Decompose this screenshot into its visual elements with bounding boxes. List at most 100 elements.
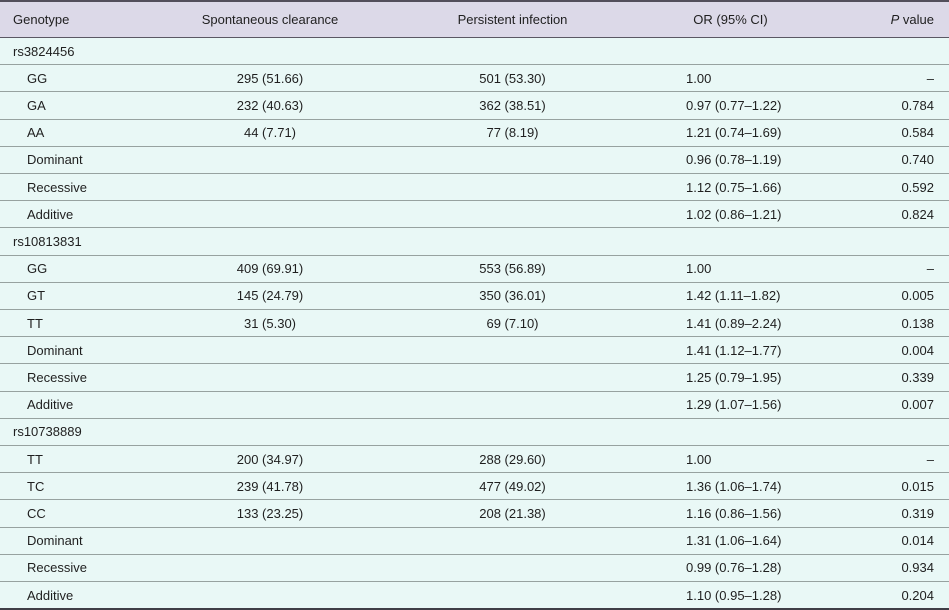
- cell-persistent-infection: 477 (49.02): [400, 472, 625, 500]
- snp-label: rs3824456: [0, 36, 949, 65]
- cell-genotype: TT: [0, 445, 140, 473]
- cell-genotype: GA: [0, 91, 140, 120]
- cell-or-ci: 1.00: [625, 64, 860, 92]
- table-body: rs3824456 GG 295 (51.66) 501 (53.30) 1.0…: [0, 36, 949, 609]
- cell-persistent-infection: [400, 581, 625, 609]
- cell-genotype: Recessive: [0, 363, 140, 392]
- cell-spontaneous-clearance: [140, 390, 400, 419]
- cell-spontaneous-clearance: 295 (51.66): [140, 64, 400, 92]
- cell-p-value: –: [860, 254, 949, 283]
- table-row: GA 232 (40.63) 362 (38.51) 0.97 (0.77–1.…: [0, 91, 949, 120]
- cell-p-value: 0.005: [860, 281, 949, 310]
- cell-p-value: 0.007: [860, 390, 949, 419]
- cell-or-ci: 1.29 (1.07–1.56): [625, 390, 860, 419]
- col-header-genotype: Genotype: [0, 1, 140, 38]
- cell-spontaneous-clearance: [140, 581, 400, 609]
- table-row: Dominant 1.41 (1.12–1.77) 0.004: [0, 336, 949, 364]
- cell-genotype: GG: [0, 254, 140, 283]
- table-row: GT 145 (24.79) 350 (36.01) 1.42 (1.11–1.…: [0, 281, 949, 310]
- cell-p-value: 0.934: [860, 553, 949, 582]
- cell-genotype: TT: [0, 309, 140, 337]
- cell-or-ci: 1.25 (0.79–1.95): [625, 363, 860, 392]
- cell-persistent-infection: 553 (56.89): [400, 254, 625, 283]
- cell-p-value: 0.004: [860, 336, 949, 364]
- cell-or-ci: 1.36 (1.06–1.74): [625, 472, 860, 500]
- cell-or-ci: 0.96 (0.78–1.19): [625, 145, 860, 174]
- cell-persistent-infection: [400, 526, 625, 555]
- cell-spontaneous-clearance: [140, 526, 400, 555]
- cell-or-ci: 1.00: [625, 445, 860, 473]
- cell-spontaneous-clearance: 200 (34.97): [140, 445, 400, 473]
- cell-genotype: Dominant: [0, 145, 140, 174]
- cell-genotype: AA: [0, 118, 140, 147]
- cell-or-ci: 1.31 (1.06–1.64): [625, 526, 860, 555]
- cell-genotype: Recessive: [0, 553, 140, 582]
- table-row: GG 409 (69.91) 553 (56.89) 1.00 –: [0, 254, 949, 283]
- cell-or-ci: 0.97 (0.77–1.22): [625, 91, 860, 120]
- cell-persistent-infection: 77 (8.19): [400, 118, 625, 147]
- table-row: TT 200 (34.97) 288 (29.60) 1.00 –: [0, 445, 949, 473]
- cell-genotype: Additive: [0, 200, 140, 228]
- cell-p-value: 0.014: [860, 526, 949, 555]
- cell-p-value: 0.339: [860, 363, 949, 392]
- cell-spontaneous-clearance: 409 (69.91): [140, 254, 400, 283]
- snp-section-row: rs10813831: [0, 227, 949, 256]
- cell-persistent-infection: 69 (7.10): [400, 309, 625, 337]
- cell-persistent-infection: 208 (21.38): [400, 499, 625, 528]
- cell-genotype: GT: [0, 281, 140, 310]
- cell-persistent-infection: [400, 145, 625, 174]
- cell-spontaneous-clearance: 145 (24.79): [140, 281, 400, 310]
- table-row: GG 295 (51.66) 501 (53.30) 1.00 –: [0, 64, 949, 92]
- table-row: Recessive 0.99 (0.76–1.28) 0.934: [0, 553, 949, 582]
- cell-p-value: 0.319: [860, 499, 949, 528]
- cell-p-value: –: [860, 445, 949, 473]
- cell-p-value: 0.824: [860, 200, 949, 228]
- table-row: AA 44 (7.71) 77 (8.19) 1.21 (0.74–1.69) …: [0, 118, 949, 147]
- cell-or-ci: 1.41 (1.12–1.77): [625, 336, 860, 364]
- cell-p-value: 0.784: [860, 91, 949, 120]
- cell-or-ci: 1.02 (0.86–1.21): [625, 200, 860, 228]
- col-header-or-ci: OR (95% CI): [625, 1, 860, 38]
- snp-label: rs10813831: [0, 227, 949, 256]
- snp-section-row: rs10738889: [0, 417, 949, 446]
- cell-or-ci: 0.99 (0.76–1.28): [625, 553, 860, 582]
- p-value-header-rest: value: [902, 12, 934, 27]
- cell-p-value: 0.138: [860, 309, 949, 337]
- cell-or-ci: 1.12 (0.75–1.66): [625, 173, 860, 201]
- cell-spontaneous-clearance: 44 (7.71): [140, 118, 400, 147]
- cell-genotype: Additive: [0, 581, 140, 609]
- cell-spontaneous-clearance: [140, 145, 400, 174]
- cell-p-value: –: [860, 64, 949, 92]
- cell-p-value: 0.740: [860, 145, 949, 174]
- cell-p-value: 0.584: [860, 118, 949, 147]
- table-row: Recessive 1.25 (0.79–1.95) 0.339: [0, 363, 949, 392]
- cell-spontaneous-clearance: 31 (5.30): [140, 309, 400, 337]
- cell-or-ci: 1.10 (0.95–1.28): [625, 581, 860, 609]
- p-value-header-italic: P: [890, 12, 900, 27]
- cell-genotype: TC: [0, 472, 140, 500]
- col-header-persistent-infection: Persistent infection: [400, 1, 625, 38]
- cell-or-ci: 1.00: [625, 254, 860, 283]
- cell-spontaneous-clearance: 232 (40.63): [140, 91, 400, 120]
- cell-or-ci: 1.42 (1.11–1.82): [625, 281, 860, 310]
- cell-or-ci: 1.41 (0.89–2.24): [625, 309, 860, 337]
- table-row: Additive 1.29 (1.07–1.56) 0.007: [0, 390, 949, 419]
- cell-p-value: 0.204: [860, 581, 949, 609]
- cell-persistent-infection: [400, 336, 625, 364]
- cell-spontaneous-clearance: [140, 200, 400, 228]
- cell-persistent-infection: [400, 200, 625, 228]
- cell-persistent-infection: 350 (36.01): [400, 281, 625, 310]
- cell-persistent-infection: 501 (53.30): [400, 64, 625, 92]
- cell-spontaneous-clearance: [140, 336, 400, 364]
- cell-or-ci: 1.16 (0.86–1.56): [625, 499, 860, 528]
- cell-genotype: Additive: [0, 390, 140, 419]
- cell-persistent-infection: [400, 390, 625, 419]
- cell-persistent-infection: [400, 553, 625, 582]
- cell-spontaneous-clearance: [140, 553, 400, 582]
- col-header-spontaneous-clearance: Spontaneous clearance: [140, 1, 400, 38]
- snp-label: rs10738889: [0, 417, 949, 446]
- cell-or-ci: 1.21 (0.74–1.69): [625, 118, 860, 147]
- table-row: TC 239 (41.78) 477 (49.02) 1.36 (1.06–1.…: [0, 472, 949, 500]
- cell-genotype: Dominant: [0, 526, 140, 555]
